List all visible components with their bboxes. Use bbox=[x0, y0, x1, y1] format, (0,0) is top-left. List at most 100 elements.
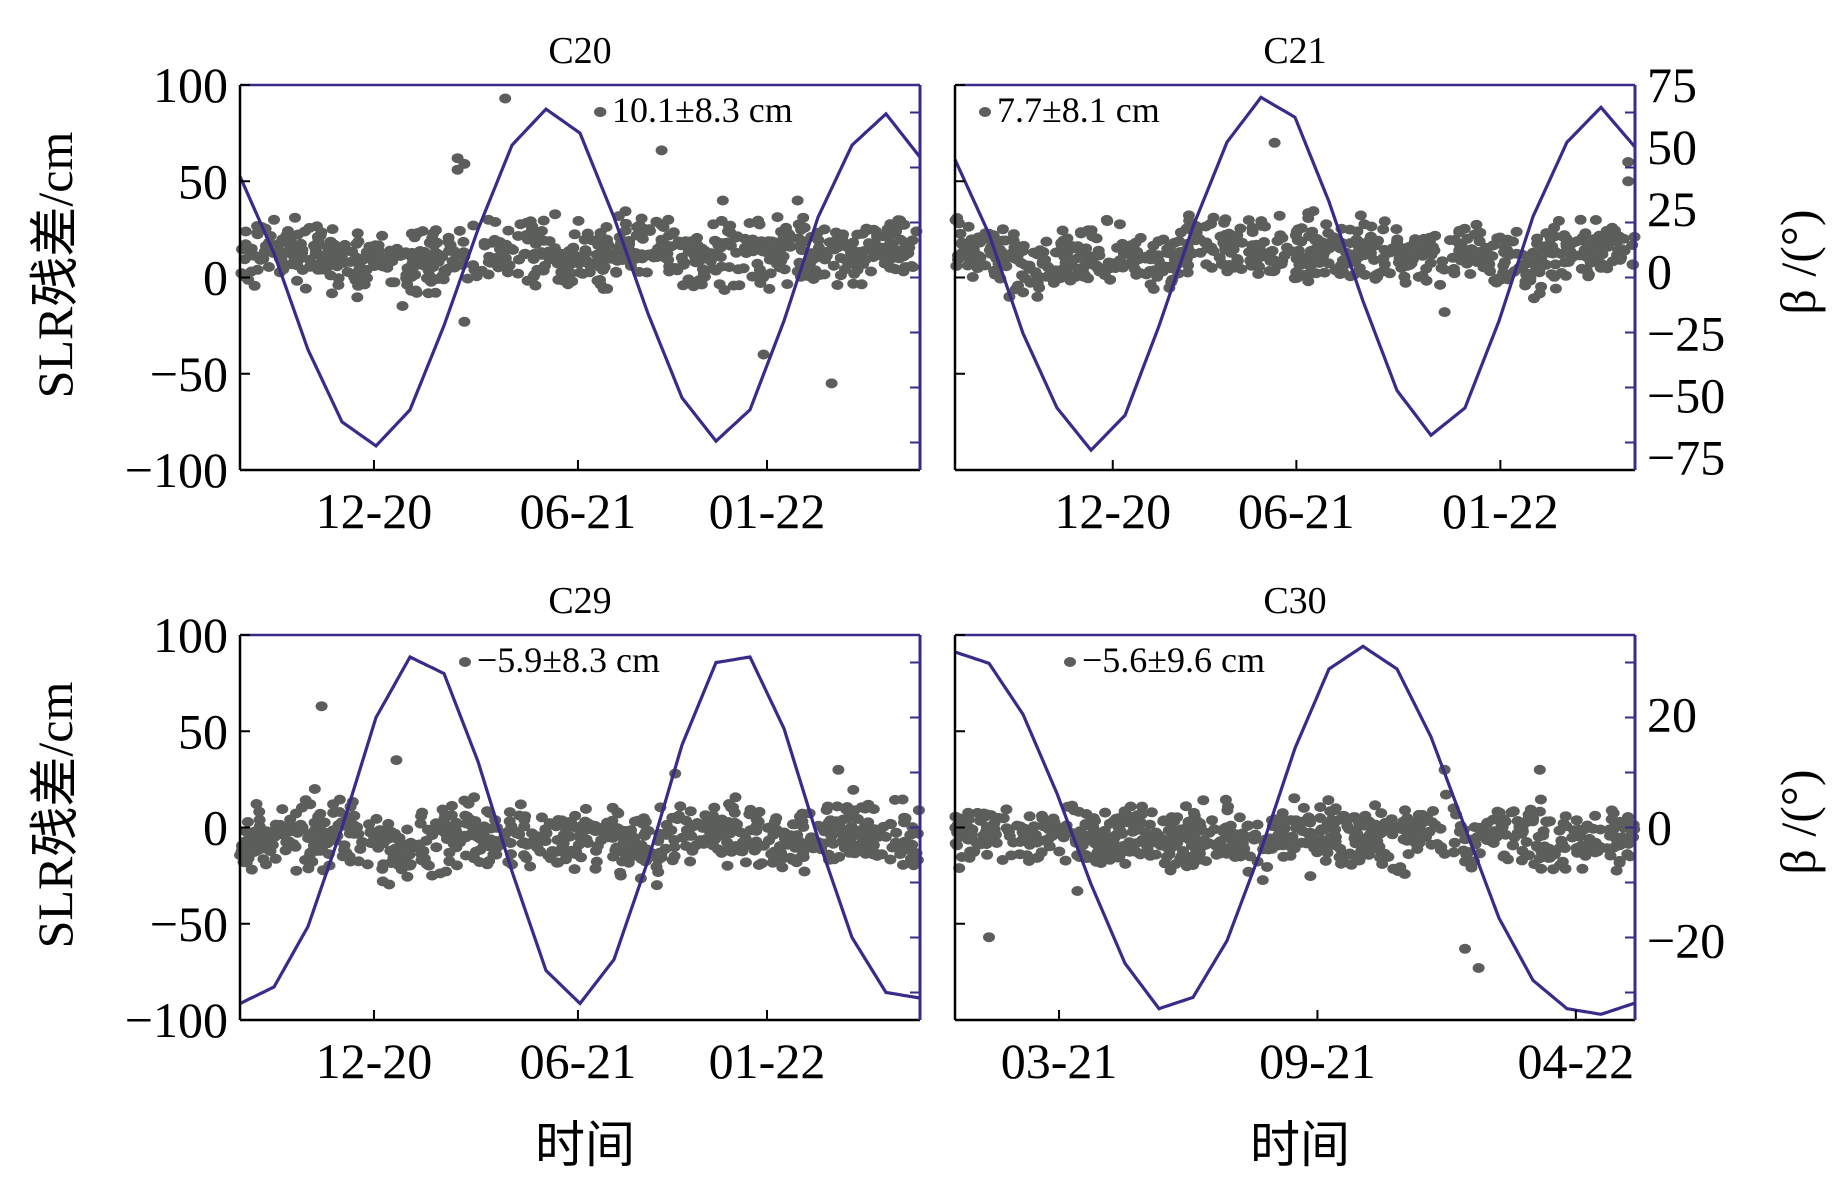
residual-point bbox=[1011, 820, 1024, 831]
residual-point bbox=[1423, 826, 1436, 837]
residual-point bbox=[1219, 794, 1232, 805]
outlier-point bbox=[1533, 764, 1546, 775]
residual-point bbox=[1399, 277, 1412, 288]
residual-point bbox=[1464, 269, 1477, 279]
outlier-point bbox=[458, 795, 471, 806]
x-tick-label: 06-21 bbox=[520, 483, 637, 539]
residual-point bbox=[422, 824, 434, 835]
residual-point bbox=[867, 840, 880, 851]
residual-point bbox=[1108, 815, 1120, 826]
residual-point bbox=[723, 262, 736, 273]
residual-point bbox=[1414, 238, 1426, 249]
residual-point bbox=[512, 268, 525, 279]
residual-point bbox=[525, 838, 537, 849]
residual-point bbox=[684, 806, 697, 817]
residual-point bbox=[1023, 830, 1036, 841]
outlier-point bbox=[1472, 963, 1485, 973]
residual-point bbox=[563, 271, 576, 282]
y-left-label-top: SLR残差/cm bbox=[27, 132, 83, 399]
residual-point bbox=[503, 260, 516, 271]
residual-point bbox=[442, 263, 454, 274]
residual-point bbox=[549, 209, 562, 220]
residual-point bbox=[259, 834, 272, 845]
residual-point bbox=[279, 845, 292, 856]
outlier-point bbox=[376, 876, 389, 887]
residual-point bbox=[304, 799, 317, 810]
residual-point bbox=[739, 833, 752, 844]
residual-point bbox=[980, 822, 993, 832]
residual-point bbox=[467, 220, 480, 231]
residual-point bbox=[360, 247, 373, 258]
residual-point bbox=[1085, 225, 1098, 236]
residual-point bbox=[1394, 862, 1407, 873]
residual-point bbox=[968, 846, 981, 856]
residual-point bbox=[373, 833, 386, 844]
beta-curve bbox=[954, 644, 1636, 1016]
x-tick-label: 12-20 bbox=[1054, 483, 1171, 539]
residual-point bbox=[1519, 276, 1532, 287]
residual-point bbox=[661, 248, 674, 259]
residual-point bbox=[569, 810, 582, 821]
residual-point bbox=[293, 254, 305, 265]
residual-point bbox=[1077, 271, 1090, 282]
residual-point bbox=[657, 222, 670, 232]
residual-point bbox=[1379, 266, 1392, 277]
residual-point bbox=[1175, 850, 1188, 861]
residual-point bbox=[877, 821, 890, 832]
residual-point bbox=[568, 846, 581, 857]
outlier-point bbox=[458, 158, 471, 169]
residual-point bbox=[401, 871, 414, 882]
residual-point bbox=[1609, 819, 1622, 830]
residual-point bbox=[1182, 210, 1195, 221]
residual-point bbox=[1104, 274, 1117, 285]
residual-point bbox=[804, 834, 817, 845]
residual-point bbox=[1147, 240, 1160, 251]
residual-point bbox=[302, 863, 315, 874]
residual-point bbox=[1544, 233, 1557, 244]
residual-point bbox=[994, 244, 1006, 255]
residual-point bbox=[1129, 237, 1142, 248]
residual-points bbox=[949, 137, 1641, 318]
residual-point bbox=[1371, 272, 1384, 282]
residual-point bbox=[368, 261, 381, 272]
residual-point bbox=[1488, 239, 1501, 250]
residual-point bbox=[351, 228, 364, 239]
residual-point bbox=[1227, 240, 1240, 251]
residual-point bbox=[979, 260, 992, 271]
residual-point bbox=[1594, 824, 1607, 835]
residual-point bbox=[512, 231, 525, 241]
residual-point bbox=[414, 818, 427, 829]
residual-point bbox=[1335, 858, 1347, 869]
residual-point bbox=[831, 280, 844, 290]
residual-point bbox=[535, 812, 548, 823]
y2-tick-label: −50 bbox=[1647, 367, 1725, 423]
y2-tick-label: 50 bbox=[1647, 119, 1697, 175]
residual-point bbox=[878, 252, 890, 263]
residual-point bbox=[1362, 849, 1375, 860]
residual-point bbox=[349, 275, 362, 286]
residual-point bbox=[437, 274, 450, 285]
residual-point bbox=[1245, 260, 1258, 271]
residual-point bbox=[1310, 268, 1323, 279]
residual-point bbox=[708, 802, 721, 813]
residual-point bbox=[1136, 801, 1148, 812]
residual-point bbox=[1314, 802, 1327, 813]
residual-point bbox=[1252, 269, 1265, 279]
residual-point bbox=[1538, 841, 1551, 852]
residual-point bbox=[1102, 832, 1115, 843]
residual-point bbox=[354, 844, 367, 854]
residual-point bbox=[431, 237, 443, 248]
residual-point bbox=[1327, 232, 1340, 243]
residual-point bbox=[320, 256, 333, 267]
residual-point bbox=[818, 269, 831, 280]
residual-point bbox=[1064, 275, 1077, 286]
residual-point bbox=[304, 849, 317, 860]
residual-point bbox=[1217, 259, 1230, 270]
residual-point bbox=[1589, 215, 1602, 225]
x-tick-label: 12-20 bbox=[316, 483, 433, 539]
residual-point bbox=[485, 823, 498, 834]
residual-point bbox=[420, 835, 433, 846]
residual-point bbox=[770, 813, 783, 824]
residual-point bbox=[776, 862, 789, 873]
